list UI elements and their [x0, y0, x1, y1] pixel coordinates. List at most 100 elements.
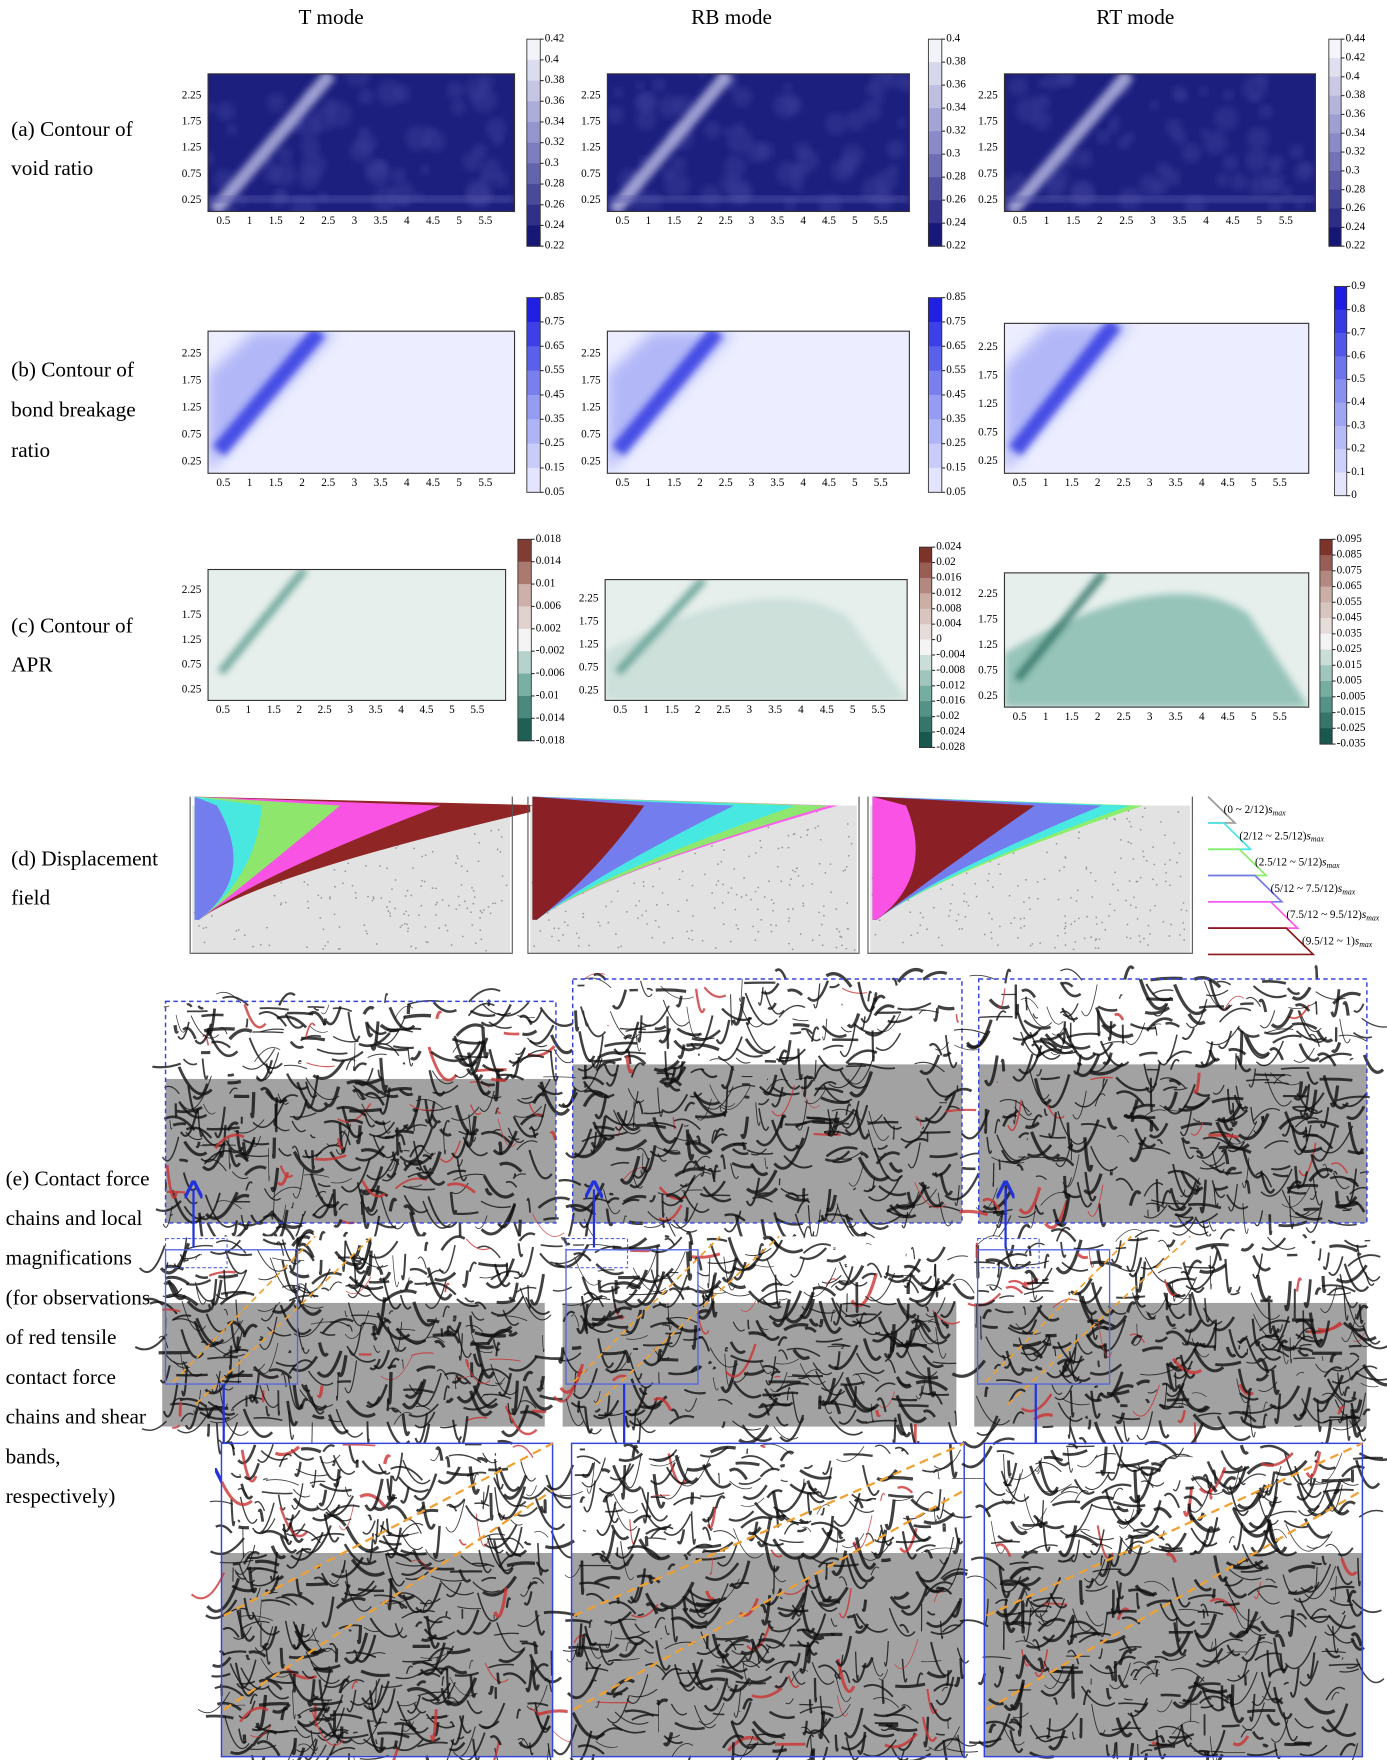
- particle: [844, 869, 846, 871]
- colorbar-cell: [1329, 39, 1341, 58]
- field-blob: [298, 116, 321, 139]
- y-tick-label: 0.75: [182, 428, 202, 440]
- field-blob: [1216, 173, 1230, 187]
- field-blob: [720, 172, 741, 193]
- colorbar-label: 0.02: [936, 556, 956, 568]
- force-chain: [387, 1399, 388, 1410]
- particle: [1129, 821, 1131, 823]
- bottom-strip: [1004, 196, 1315, 203]
- force-chain: [1199, 1006, 1224, 1007]
- particle: [386, 867, 388, 869]
- particle: [662, 892, 664, 894]
- particle: [793, 834, 795, 836]
- particle: [1029, 908, 1031, 910]
- x-tick-label: 2: [697, 477, 703, 489]
- particle: [682, 871, 684, 873]
- x-tick-label: 3.5: [770, 215, 784, 227]
- particle: [910, 934, 912, 936]
- x-tick-label: 2.5: [1119, 215, 1133, 227]
- force-chain: [806, 1076, 813, 1077]
- colorbar-label: 0.55: [946, 364, 966, 376]
- colorbar-cell: [928, 468, 941, 493]
- force-chain: [1022, 1368, 1033, 1370]
- particle: [235, 930, 237, 932]
- x-tick-label: 3.5: [1169, 711, 1183, 723]
- field-blob: [389, 181, 414, 206]
- particle: [760, 919, 762, 921]
- particle: [445, 924, 447, 926]
- magnification-top: [543, 970, 986, 1251]
- x-tick-label: 3.5: [770, 477, 784, 489]
- colorbar-cell: [527, 225, 540, 246]
- force-chain: [192, 1572, 225, 1598]
- colorbar-label: 0.004: [936, 618, 962, 630]
- particle: [1023, 925, 1025, 927]
- colorbar-label: 0.4: [946, 33, 960, 45]
- x-tick-label: 4: [1203, 215, 1209, 227]
- particle: [474, 896, 476, 898]
- particle: [389, 901, 391, 903]
- particle: [997, 944, 999, 946]
- particle: [1023, 917, 1025, 919]
- particle: [643, 881, 645, 883]
- x-tick-label: 2.5: [321, 477, 335, 489]
- force-chain: [804, 1077, 805, 1096]
- field-blob: [1034, 93, 1051, 110]
- colorbar-cell: [1320, 587, 1332, 603]
- particle: [387, 910, 389, 912]
- colorbar-cell: [1334, 426, 1346, 450]
- particle: [638, 900, 640, 902]
- field-blob: [886, 140, 905, 159]
- field-blob: [267, 93, 286, 112]
- particle: [818, 911, 820, 913]
- particle: [379, 865, 381, 867]
- displacement-panel: [868, 797, 1192, 954]
- force-chain: [454, 1315, 455, 1320]
- colorbar-cell: [1334, 356, 1346, 380]
- particle: [720, 861, 722, 863]
- particle: [787, 908, 789, 910]
- particle: [839, 931, 841, 933]
- x-tick-label: 0.5: [615, 215, 629, 227]
- x-tick-label: 5: [456, 215, 462, 227]
- field-blob: [790, 162, 809, 181]
- colorbar-cell: [1320, 555, 1332, 571]
- particle: [841, 944, 843, 946]
- particle: [991, 937, 993, 939]
- force-chain: [780, 1466, 784, 1467]
- colorbar-label: 0.36: [545, 95, 565, 107]
- particle: [324, 945, 326, 947]
- particle: [823, 915, 825, 917]
- particle: [1109, 903, 1111, 905]
- field-blob: [899, 76, 915, 92]
- particle: [490, 830, 492, 832]
- legend-subscript: max: [1311, 835, 1325, 844]
- particle: [244, 934, 246, 936]
- field-blob: [783, 95, 802, 114]
- colorbar-label: -0.01: [536, 690, 559, 702]
- contour-panel: 0.511.522.533.544.555.52.251.751.250.750…: [182, 291, 565, 498]
- particle: [645, 910, 647, 912]
- y-tick-label: 1.75: [581, 116, 601, 128]
- force-chain: [1098, 1011, 1099, 1036]
- colorbar-label: 0.8: [1351, 303, 1365, 315]
- colorbar-label: 0.015: [1337, 659, 1363, 671]
- particle: [733, 868, 735, 870]
- particle: [802, 905, 804, 907]
- particle: [1179, 852, 1181, 854]
- force-chain: [1316, 966, 1317, 979]
- row-label: (d) Displacement: [11, 846, 158, 870]
- field-blob: [349, 139, 372, 162]
- force-chain: [324, 1018, 325, 1023]
- force-chain: [1017, 1004, 1018, 1014]
- x-tick-label: 0.5: [1013, 215, 1027, 227]
- y-tick-label: 2.25: [978, 341, 998, 353]
- force-chain: [541, 1245, 563, 1246]
- particle: [404, 923, 406, 925]
- y-tick-label: 1.25: [182, 401, 202, 413]
- x-tick-label: 4.5: [822, 477, 836, 489]
- particle: [949, 910, 951, 912]
- force-chain: [892, 1399, 917, 1400]
- force-chain: [343, 1445, 376, 1446]
- x-tick-label: 4.5: [820, 704, 834, 716]
